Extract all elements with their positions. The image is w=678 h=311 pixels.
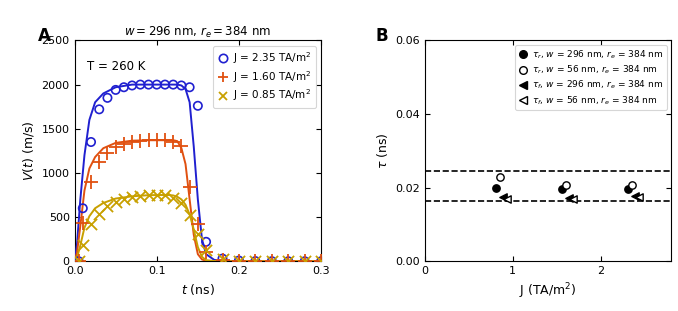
X-axis label: $t$ (ns): $t$ (ns) xyxy=(181,282,215,297)
Point xyxy=(626,182,637,187)
Point xyxy=(233,258,244,263)
Text: B: B xyxy=(376,27,388,45)
Point xyxy=(77,206,88,211)
Point xyxy=(250,259,261,264)
Point xyxy=(159,193,170,198)
Point xyxy=(135,193,146,198)
Point xyxy=(151,193,162,197)
Point xyxy=(102,204,113,209)
Point xyxy=(316,259,327,264)
Point xyxy=(560,182,571,187)
Point xyxy=(119,85,129,90)
Point xyxy=(176,143,187,148)
Point xyxy=(217,256,228,261)
Point xyxy=(233,258,244,263)
Legend: J = 2.35 TA/m$^2$, J = 1.60 TA/m$^2$, J = 0.85 TA/m$^2$: J = 2.35 TA/m$^2$, J = 1.60 TA/m$^2$, J … xyxy=(213,46,316,108)
Point xyxy=(266,259,277,264)
Point xyxy=(283,259,294,264)
Point xyxy=(193,231,203,236)
Point xyxy=(217,258,228,262)
Point xyxy=(73,259,84,264)
Point xyxy=(167,195,178,200)
Point xyxy=(143,138,154,143)
Point xyxy=(250,259,261,264)
Point xyxy=(73,259,84,264)
Point xyxy=(111,87,121,92)
Point xyxy=(167,82,178,87)
Point xyxy=(111,200,121,205)
Point xyxy=(201,239,212,244)
Point xyxy=(193,222,203,227)
Point xyxy=(184,85,195,90)
Point xyxy=(151,82,162,87)
Point xyxy=(94,107,104,112)
Point xyxy=(119,197,129,202)
Point xyxy=(501,197,512,202)
Point xyxy=(135,138,146,143)
Point xyxy=(567,196,578,201)
Y-axis label: $V(t)$ (m/s): $V(t)$ (m/s) xyxy=(21,120,36,181)
Point xyxy=(299,259,310,264)
Point xyxy=(111,145,121,150)
Point xyxy=(557,187,567,192)
Point xyxy=(176,201,187,206)
Point xyxy=(201,247,212,252)
Point xyxy=(159,138,170,143)
Point xyxy=(233,258,244,263)
Point xyxy=(176,83,187,88)
Point xyxy=(633,194,644,199)
Point xyxy=(316,259,327,264)
Point xyxy=(143,82,154,87)
Title: $w = 296$ nm, $r_e = 384$ nm: $w = 296$ nm, $r_e = 384$ nm xyxy=(124,25,271,40)
Point xyxy=(94,160,104,165)
Point xyxy=(563,195,574,200)
Text: T = 260 K: T = 260 K xyxy=(87,60,145,73)
Point xyxy=(127,195,138,200)
Point xyxy=(119,141,129,146)
Point xyxy=(622,186,633,191)
Point xyxy=(630,193,641,198)
Point xyxy=(498,194,508,199)
Point xyxy=(266,259,277,264)
Point xyxy=(102,151,113,156)
Point xyxy=(73,259,84,264)
Point xyxy=(143,193,154,198)
Point xyxy=(193,103,203,108)
Point xyxy=(283,259,294,264)
Point xyxy=(494,175,505,180)
Point xyxy=(184,213,195,218)
Point xyxy=(250,258,261,263)
Point xyxy=(217,257,228,262)
Point xyxy=(299,259,310,264)
Point xyxy=(151,138,162,143)
Point xyxy=(102,95,113,100)
Point xyxy=(94,211,104,216)
Point xyxy=(85,222,96,227)
Point xyxy=(167,139,178,144)
Point xyxy=(85,140,96,145)
Point xyxy=(159,82,170,87)
Point xyxy=(127,139,138,144)
Point xyxy=(266,259,277,264)
Point xyxy=(299,259,310,264)
Y-axis label: $\tau$ (ns): $\tau$ (ns) xyxy=(374,132,389,169)
X-axis label: J (TA/m$^2$): J (TA/m$^2$) xyxy=(519,282,577,301)
Point xyxy=(77,221,88,226)
Point xyxy=(127,83,138,88)
Point xyxy=(283,259,294,264)
Text: A: A xyxy=(37,27,50,45)
Point xyxy=(85,179,96,184)
Point xyxy=(201,250,212,255)
Point xyxy=(491,185,502,190)
Point xyxy=(184,184,195,189)
Point xyxy=(135,82,146,87)
Point xyxy=(77,243,88,248)
Legend: $\tau_r$, $w$ = 296 nm, $r_e$ = 384 nm, $\tau_r$, $w$ = 56 nm, $r_e$ = 384 nm, $: $\tau_r$, $w$ = 296 nm, $r_e$ = 384 nm, … xyxy=(515,45,666,110)
Point xyxy=(316,259,327,264)
